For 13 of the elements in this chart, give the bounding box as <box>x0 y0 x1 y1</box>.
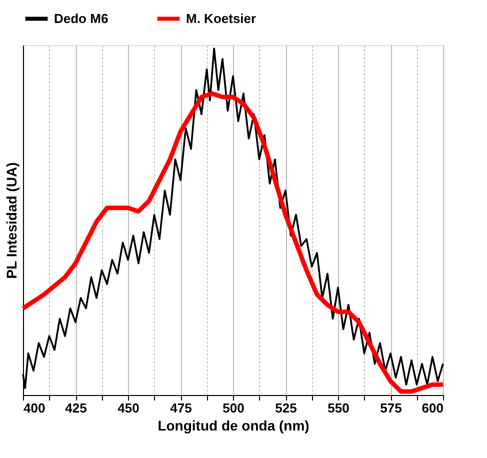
x-tick-label: 550 <box>328 400 350 416</box>
x-tick-label: 450 <box>118 400 140 416</box>
x-tick-label: 500 <box>222 400 244 416</box>
x-tick-label: 600 <box>422 400 444 416</box>
x-tick-label: 575 <box>380 400 402 416</box>
x-tick-label: 425 <box>65 400 87 416</box>
legend-label: M. Koetsier <box>186 10 256 26</box>
y-axis-title: PL Intesidad (UA) <box>4 162 20 279</box>
x-axis-title: Longitud de onda (nm) <box>158 418 310 434</box>
x-tick-label: 475 <box>170 400 192 416</box>
legend-label: Dedo M6 <box>54 10 108 26</box>
x-tick-label: 400 <box>24 400 46 416</box>
x-tick-label: 525 <box>275 400 297 416</box>
